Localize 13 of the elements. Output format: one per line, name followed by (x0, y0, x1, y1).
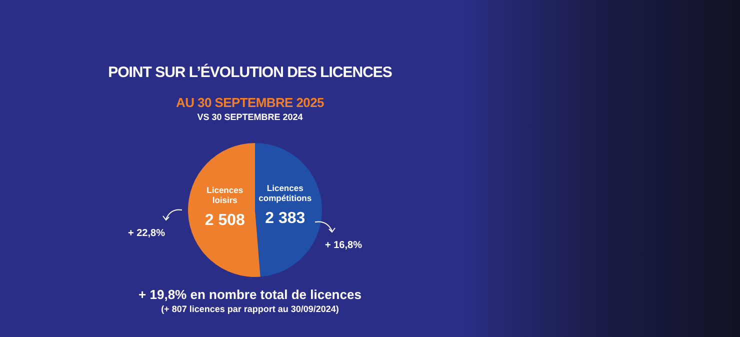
text: + 19,8% en nombre total de licences (138, 287, 362, 302)
data-label: 2 383 (265, 210, 306, 227)
text: (+ 807 licences par rapport au 30/09/2024) (160, 304, 340, 314)
text: + 22,8% (128, 228, 166, 239)
text: + 16,8% (325, 240, 363, 251)
slice-label: Licences loisirs (206, 185, 244, 206)
text: VS 30 SEPTEMBRE 2024 (196, 112, 304, 122)
pie-slice (255, 143, 322, 277)
pie-slice (188, 143, 260, 277)
slice-label: Licences compétitions (258, 182, 312, 203)
chart-subtitle: AU 30 SEPTEMBRE 2025 (175, 95, 325, 110)
chart-title: POINT SUR L’ÉVOLUTION DES LICENCES (107, 64, 393, 81)
data-label: 2 508 (204, 212, 245, 230)
